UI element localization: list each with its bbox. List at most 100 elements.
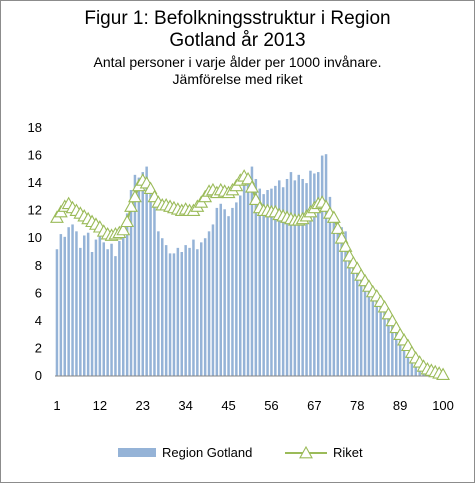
bar-gotland bbox=[328, 196, 332, 376]
riket-marker bbox=[334, 231, 349, 244]
riket-marker bbox=[128, 189, 142, 203]
bar-gotland bbox=[406, 355, 410, 376]
bar-gotland bbox=[188, 247, 191, 376]
bar-gotland bbox=[293, 180, 297, 376]
bar-gotland bbox=[285, 178, 289, 376]
x-tick-label: 78 bbox=[350, 398, 364, 413]
bar-gotland bbox=[418, 370, 421, 376]
bar-gotland bbox=[309, 170, 312, 376]
bar-gotland bbox=[125, 213, 129, 376]
bar-gotland bbox=[340, 227, 343, 376]
bar-gotland bbox=[375, 291, 378, 376]
bar-gotland bbox=[359, 275, 363, 376]
legend-label-riket: Riket bbox=[333, 445, 363, 460]
riket-marker bbox=[124, 199, 138, 212]
bar-gotland bbox=[356, 265, 359, 376]
bar-gotland bbox=[305, 183, 308, 376]
bar-gotland bbox=[336, 221, 339, 376]
bar-gotland bbox=[383, 308, 386, 376]
bar-gotland bbox=[262, 194, 265, 376]
x-tick-label: 45 bbox=[221, 398, 235, 413]
bar-gotland bbox=[363, 280, 367, 376]
bar-gotland bbox=[168, 253, 172, 376]
bar-gotland bbox=[122, 229, 125, 376]
riket-marker bbox=[330, 221, 345, 234]
bar-gotland bbox=[379, 304, 382, 376]
riket-marker bbox=[241, 171, 255, 185]
bar-gotland bbox=[250, 166, 254, 376]
bar-gotland bbox=[153, 203, 156, 376]
x-tick-label: 67 bbox=[307, 398, 321, 413]
bar-gotland bbox=[235, 202, 238, 376]
chart-subtitle: Antal personer i varje ålder per 1000 in… bbox=[93, 54, 382, 70]
bar-gotland bbox=[219, 203, 222, 376]
bar-gotland bbox=[196, 249, 199, 376]
bar-gotland bbox=[289, 172, 293, 376]
bar-gotland bbox=[71, 224, 74, 376]
legend-marker-riket bbox=[299, 445, 313, 459]
bar-gotland bbox=[137, 177, 141, 376]
y-tick-label: 12 bbox=[28, 203, 42, 218]
bar-gotland bbox=[242, 183, 246, 376]
bar-gotland bbox=[371, 291, 375, 376]
riket-marker bbox=[338, 239, 353, 252]
bar-gotland bbox=[161, 238, 164, 376]
bar-gotland bbox=[176, 247, 180, 376]
bar-gotland bbox=[145, 166, 148, 376]
bar-gotland bbox=[317, 172, 320, 376]
bar-gotland bbox=[398, 340, 402, 376]
bar-gotland bbox=[270, 188, 273, 376]
bar-gotland bbox=[110, 243, 113, 376]
x-tick-label: 89 bbox=[393, 398, 407, 413]
riket-marker bbox=[143, 181, 158, 194]
bar-gotland bbox=[246, 174, 250, 376]
riket-marker bbox=[326, 210, 341, 223]
bar-gotland bbox=[324, 154, 328, 376]
bar-gotland bbox=[207, 231, 211, 376]
bar-gotland bbox=[118, 240, 121, 376]
bar-gotland bbox=[157, 231, 160, 376]
bar-gotland bbox=[227, 216, 230, 376]
bar-gotland bbox=[211, 224, 215, 376]
chart-title-line2: Gotland år 2013 bbox=[169, 30, 306, 51]
bar-gotland bbox=[274, 185, 277, 376]
bar-gotland bbox=[102, 242, 105, 376]
riket-marker bbox=[116, 222, 131, 236]
bar-gotland bbox=[149, 194, 152, 376]
bar-gotland bbox=[215, 207, 219, 376]
bar-gotland bbox=[258, 188, 261, 376]
bar-gotland bbox=[203, 238, 207, 376]
bar-gotland bbox=[223, 209, 226, 376]
bar-gotland bbox=[86, 232, 90, 376]
bar-gotland bbox=[75, 231, 78, 376]
y-tick-label: 4 bbox=[35, 313, 42, 328]
bar-gotland bbox=[231, 207, 234, 376]
bar-gotland bbox=[129, 190, 133, 376]
bar-gotland bbox=[114, 256, 117, 376]
bar-gotland bbox=[313, 173, 316, 376]
riket-marker bbox=[436, 367, 450, 380]
y-tick-label: 2 bbox=[35, 340, 42, 355]
riket-marker bbox=[120, 214, 135, 228]
bar-gotland bbox=[266, 190, 269, 376]
bar-gotland bbox=[281, 187, 285, 376]
bar-gotland bbox=[200, 242, 203, 376]
y-tick-label: 8 bbox=[35, 258, 42, 273]
bar-gotland bbox=[410, 360, 414, 376]
chart-subtitle-line2: Jämförelse med riket bbox=[172, 71, 303, 87]
bar-gotland bbox=[301, 178, 304, 376]
y-tick-label: 6 bbox=[35, 285, 42, 300]
bar-gotland bbox=[141, 172, 144, 376]
bar-gotland bbox=[254, 178, 258, 376]
x-tick-label: 100 bbox=[432, 398, 454, 413]
bar-gotland bbox=[320, 155, 324, 376]
bar-gotland bbox=[90, 252, 94, 376]
bar-gotland bbox=[98, 234, 102, 376]
bar-gotland bbox=[395, 331, 398, 376]
bar-gotland bbox=[164, 245, 168, 376]
bar-gotland bbox=[239, 195, 242, 376]
bar-gotland bbox=[59, 234, 63, 376]
bar-gotland bbox=[278, 180, 281, 376]
bar-gotland bbox=[106, 249, 109, 376]
